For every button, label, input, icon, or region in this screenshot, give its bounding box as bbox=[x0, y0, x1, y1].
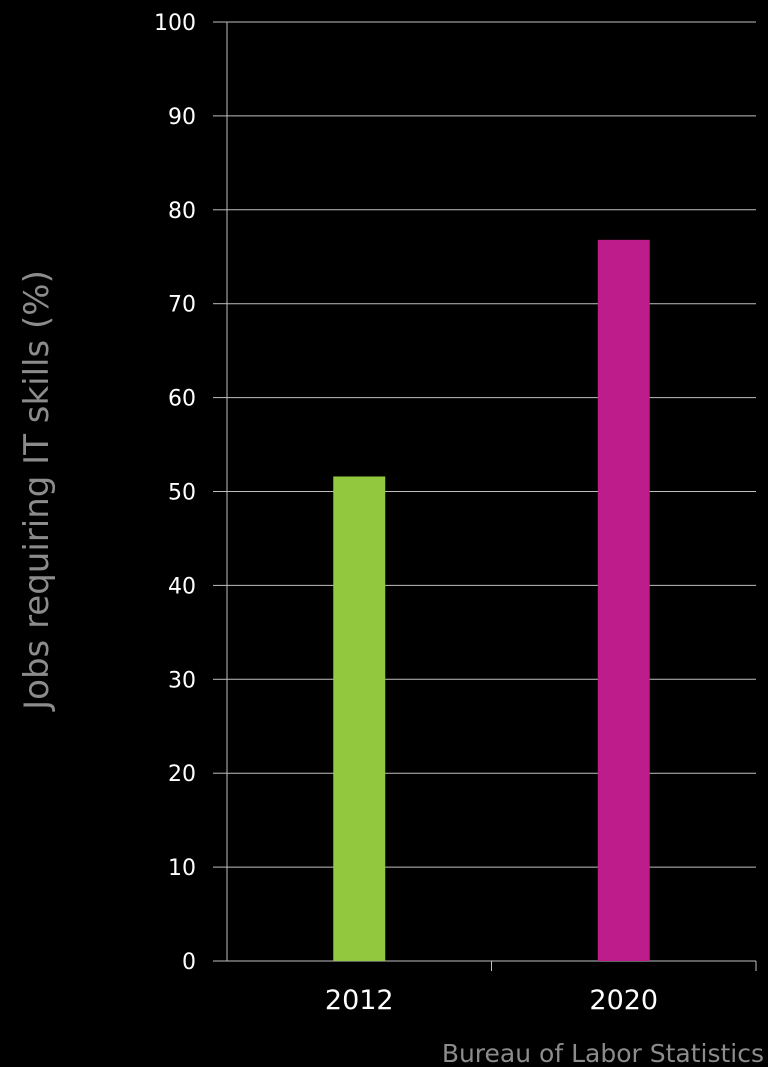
axes bbox=[213, 21, 757, 971]
y-tick-label: 40 bbox=[168, 574, 196, 599]
y-tick-label: 0 bbox=[182, 950, 196, 975]
x-category-label: 2012 bbox=[325, 985, 394, 1016]
y-tick-label: 30 bbox=[168, 668, 196, 693]
bar-2012 bbox=[333, 476, 386, 961]
y-tick-label: 10 bbox=[168, 856, 196, 881]
y-tick-label: 100 bbox=[154, 11, 196, 36]
y-tick-label: 50 bbox=[168, 481, 196, 506]
y-tick-label: 20 bbox=[168, 762, 196, 787]
labels: 0 10 20 30 40 50 60 70 80 90 100 2012 2020 bbox=[154, 11, 658, 1016]
bars bbox=[333, 239, 650, 961]
bar-2020 bbox=[597, 239, 650, 961]
y-tick-label: 70 bbox=[168, 293, 196, 318]
y-axis-title: Jobs requiring IT skills (%) bbox=[17, 270, 57, 712]
y-tick-label: 80 bbox=[168, 199, 196, 224]
gridlines bbox=[227, 21, 756, 868]
x-category-label: 2020 bbox=[589, 985, 658, 1016]
y-tick-label: 90 bbox=[168, 105, 196, 130]
source-note: Bureau of Labor Statistics bbox=[442, 1039, 764, 1067]
y-tick-label: 60 bbox=[168, 387, 196, 412]
